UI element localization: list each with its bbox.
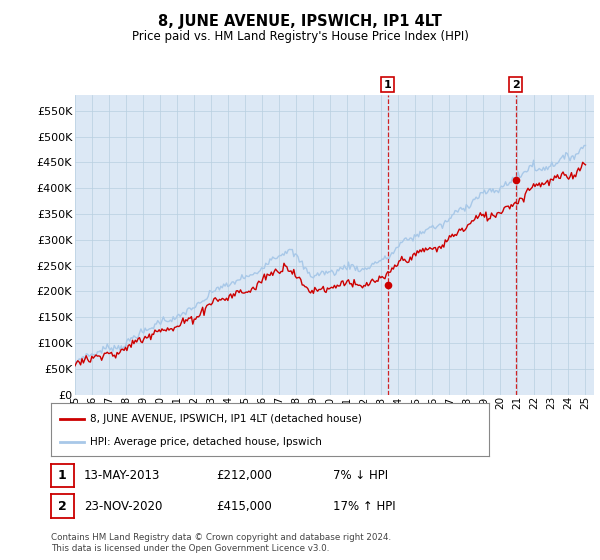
Text: Price paid vs. HM Land Registry's House Price Index (HPI): Price paid vs. HM Land Registry's House … [131, 30, 469, 43]
Text: £212,000: £212,000 [216, 469, 272, 482]
Text: 13-MAY-2013: 13-MAY-2013 [84, 469, 160, 482]
Text: 1: 1 [384, 80, 391, 90]
Text: 8, JUNE AVENUE, IPSWICH, IP1 4LT: 8, JUNE AVENUE, IPSWICH, IP1 4LT [158, 14, 442, 29]
Text: 7% ↓ HPI: 7% ↓ HPI [333, 469, 388, 482]
Text: Contains HM Land Registry data © Crown copyright and database right 2024.
This d: Contains HM Land Registry data © Crown c… [51, 533, 391, 553]
Text: 17% ↑ HPI: 17% ↑ HPI [333, 500, 395, 513]
Text: 1: 1 [58, 469, 67, 482]
Text: HPI: Average price, detached house, Ipswich: HPI: Average price, detached house, Ipsw… [91, 436, 322, 446]
Text: 23-NOV-2020: 23-NOV-2020 [84, 500, 163, 513]
Text: £415,000: £415,000 [216, 500, 272, 513]
Text: 8, JUNE AVENUE, IPSWICH, IP1 4LT (detached house): 8, JUNE AVENUE, IPSWICH, IP1 4LT (detach… [91, 414, 362, 424]
Text: 2: 2 [58, 500, 67, 513]
Text: 2: 2 [512, 80, 520, 90]
